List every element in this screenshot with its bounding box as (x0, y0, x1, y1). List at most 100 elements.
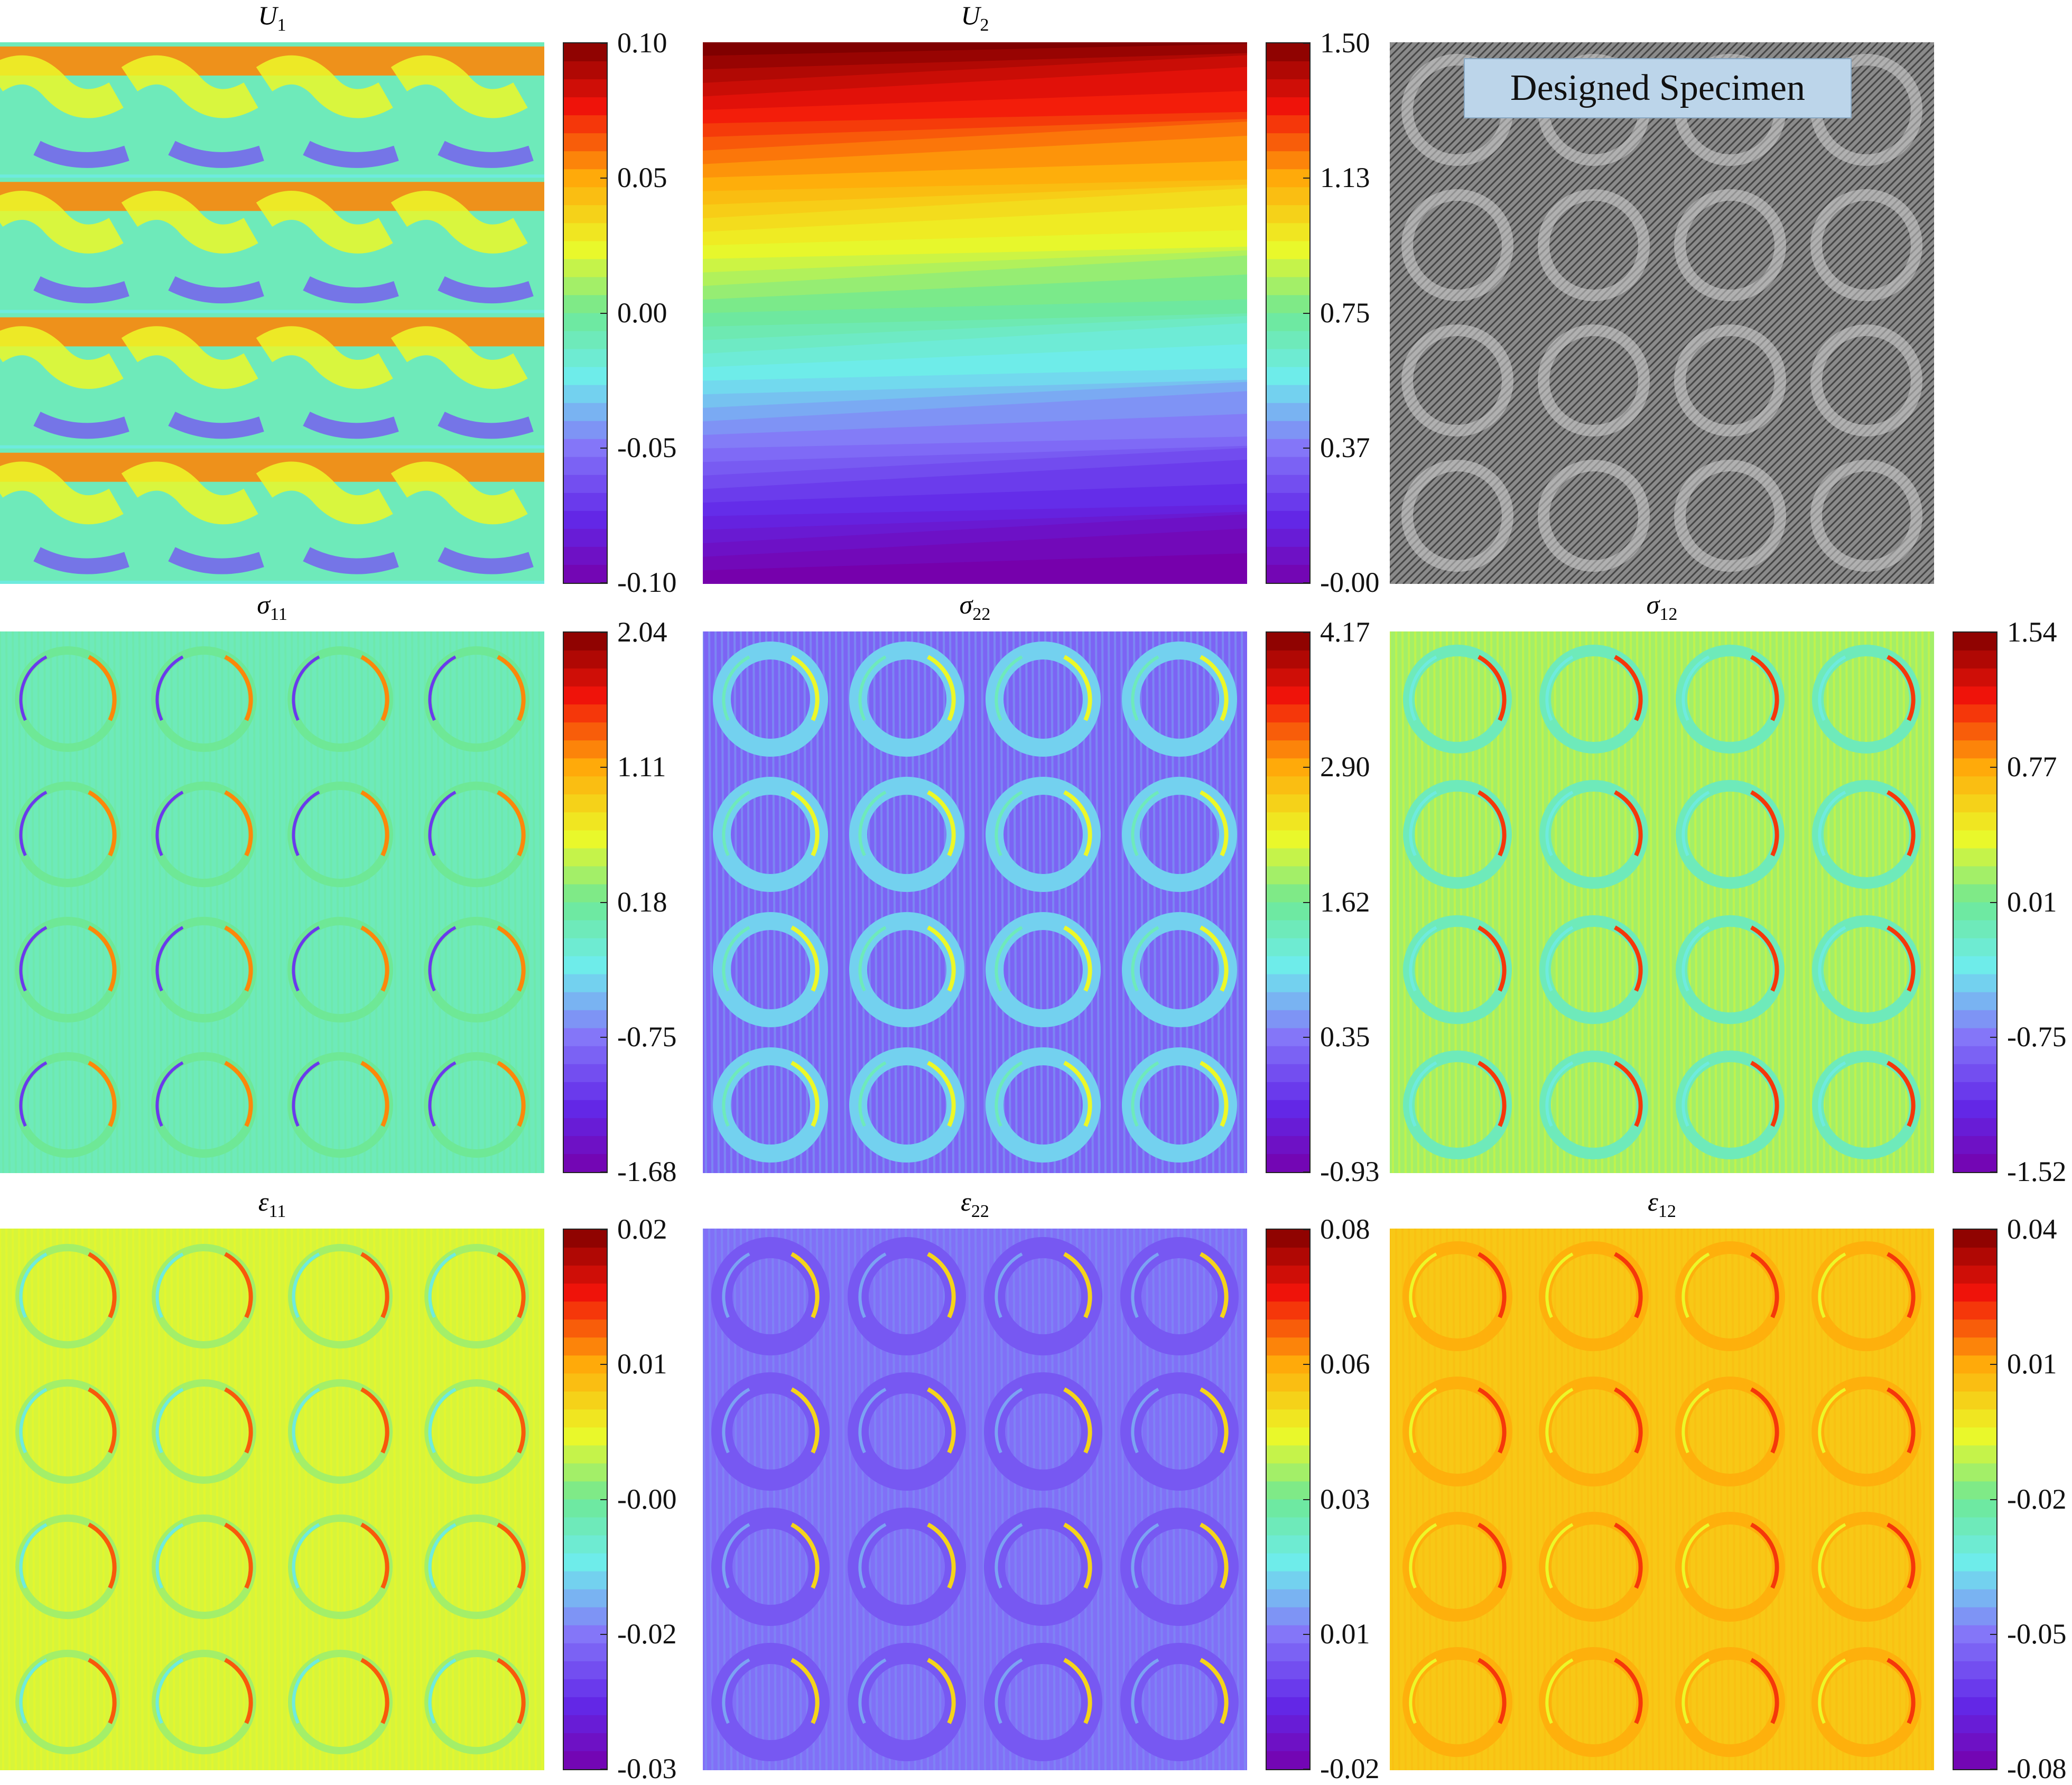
colorbar-tick-label: -0.00 (1320, 566, 1380, 598)
heatmap-plot (1390, 1229, 1934, 1770)
colorbar-step (564, 633, 607, 652)
colorbar-step (1954, 686, 1996, 705)
colorbar-step (1267, 650, 1309, 670)
heatmap-plot (0, 631, 544, 1173)
colorbar-tick-mark (1303, 632, 1311, 633)
colorbar-step (1267, 920, 1309, 939)
stress-relief (858, 1061, 887, 1127)
colorbar-step (1267, 1028, 1309, 1047)
colorbar-step (564, 1409, 607, 1428)
colorbar-step (564, 1733, 607, 1752)
stress-concentration (1887, 1658, 1916, 1724)
colorbar-step (564, 1481, 607, 1500)
colorbar-step (1954, 1463, 1996, 1482)
panel-sigma11: σ11 2.04 1.11 0.18 -0.75 -1.68 (0, 590, 682, 1187)
colorbar-step (1267, 956, 1309, 975)
stress-relief (1818, 1523, 1846, 1589)
stress-relief (1409, 1658, 1437, 1724)
stress-concentration (360, 1387, 389, 1454)
stress-relief (1818, 926, 1846, 992)
colorbar-step (1954, 1625, 1996, 1644)
negative-streak (438, 547, 534, 574)
colorbar-step (564, 722, 607, 741)
colorbar-step (1267, 1679, 1309, 1698)
stress-concentration (497, 655, 526, 721)
colorbar-step (1954, 1337, 1996, 1356)
stress-concentration (1887, 655, 1916, 721)
colorbar-step (1267, 421, 1309, 440)
colorbar-tick-label: 0.37 (1320, 431, 1370, 463)
colorbar-step (1267, 866, 1309, 885)
stress-relief (1545, 1388, 1574, 1454)
colorbar-step (1954, 1391, 1996, 1410)
heatmap-svg (0, 1229, 544, 1770)
colorbar-step (1267, 492, 1309, 512)
stress-relief (858, 791, 887, 857)
stress-relief (155, 1388, 184, 1454)
colorbar-tick-label: 0.18 (617, 886, 667, 918)
colorbar (1953, 631, 1997, 1173)
colorbar-step (564, 259, 607, 278)
colorbar-step (564, 650, 607, 670)
stress-relief (428, 1523, 457, 1589)
colorbar-step (1954, 1661, 1996, 1680)
stress-relief (1818, 1061, 1846, 1127)
colorbar-tick-mark (1990, 1229, 1997, 1230)
colorbar-step (1267, 43, 1309, 62)
colorbar-step (564, 1715, 607, 1734)
colorbar-step (1267, 1337, 1309, 1356)
colorbar (563, 42, 608, 584)
colorbar-step (564, 920, 607, 939)
colorbar-step (564, 1463, 607, 1482)
negative-streak (168, 547, 264, 574)
colorbar-step (1267, 740, 1309, 759)
stress-concentration (1750, 1387, 1779, 1454)
colorbar-step (1267, 1064, 1309, 1083)
title-symbol: σ (1646, 590, 1660, 619)
colorbar-step (1267, 151, 1309, 170)
title-symbol: U (258, 1, 277, 30)
colorbar-step (564, 528, 607, 547)
colorbar-tick-label: 1.11 (617, 751, 666, 783)
stress-concentration (791, 1252, 820, 1318)
stress-relief (19, 655, 48, 721)
colorbar-step (1267, 79, 1309, 98)
colorbar-step (1954, 704, 1996, 723)
colorbar-step (1954, 920, 1996, 939)
colorbar-tick-label: 0.04 (2007, 1213, 2057, 1245)
colorbar-step (1954, 884, 1996, 903)
stress-concentration (497, 1522, 526, 1589)
stress-concentration (360, 790, 389, 857)
colorbar-step (1267, 1643, 1309, 1662)
specimen-ring (1401, 189, 1513, 301)
colorbar-step (1954, 1409, 1996, 1428)
colorbar-step (564, 866, 607, 885)
colorbar-tick-label: 0.03 (1320, 1483, 1370, 1515)
colorbar-step (1954, 1266, 1996, 1285)
colorbar-tick-mark (1303, 1172, 1311, 1173)
colorbar-step (1267, 704, 1309, 723)
title-subscript: 22 (971, 1202, 989, 1221)
colorbar-step (1954, 992, 1996, 1011)
colorbar-step (1267, 633, 1309, 652)
stress-concentration (1887, 1252, 1916, 1318)
colorbar-step (564, 1118, 607, 1137)
stress-relief (1545, 655, 1574, 721)
colorbar-tick-label: 0.00 (617, 296, 667, 329)
stress-concentration (1478, 655, 1507, 721)
colorbar-step (564, 902, 607, 921)
colorbar-step (564, 1355, 607, 1374)
stress-concentration (497, 1658, 526, 1724)
colorbar-tick-label: 0.77 (2007, 751, 2057, 783)
wave-lobe (256, 326, 393, 389)
stress-concentration (88, 1522, 117, 1589)
stress-concentration (88, 1387, 117, 1454)
stress-relief (858, 1252, 887, 1318)
colorbar-tick-mark (1303, 312, 1311, 314)
band-separator (0, 581, 544, 584)
colorbar-step (564, 169, 607, 188)
colorbar-tick-label: 0.75 (1320, 296, 1370, 329)
colorbar-tick-label: 1.50 (1320, 27, 1370, 59)
colorbar-step (1267, 668, 1309, 687)
colorbar-step (1267, 1481, 1309, 1500)
